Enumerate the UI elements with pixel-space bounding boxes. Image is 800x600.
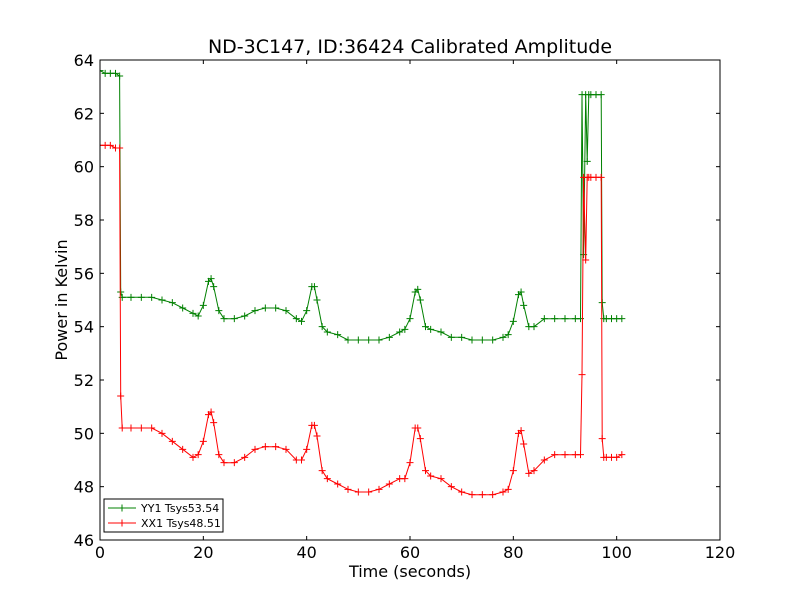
y-axis-label: Power in Kelvin [52,239,71,360]
x-tick-label: 0 [95,543,105,562]
x-tick-label: 60 [400,543,420,562]
x-tick-label: 40 [296,543,316,562]
y-tick-label: 56 [74,264,94,283]
x-tick-label: 100 [601,543,632,562]
y-tick-label: 48 [74,478,94,497]
x-tick-label: 20 [193,543,213,562]
chart-figure: ND-3C147, ID:36424 Calibrated Amplitude … [0,0,800,600]
x-tick-label: 80 [503,543,523,562]
legend-label: YY1 Tsys53.54 [140,502,219,515]
y-tick-label: 52 [74,371,94,390]
x-axis-label: Time (seconds) [348,562,471,581]
y-tick-label: 62 [74,104,94,123]
y-tick-label: 58 [74,211,94,230]
legend-label: XX1 Tsys48.51 [141,517,221,530]
y-tick-label: 46 [74,531,94,550]
y-tick-label: 64 [74,51,94,70]
y-tick-label: 54 [74,318,94,337]
line-chart: ND-3C147, ID:36424 Calibrated Amplitude … [0,0,800,600]
chart-title: ND-3C147, ID:36424 Calibrated Amplitude [208,36,612,58]
y-tick-label: 60 [74,158,94,177]
legend: YY1 Tsys53.54 XX1 Tsys48.51 [104,499,223,532]
x-tick-label: 120 [705,543,736,562]
y-tick-label: 50 [74,424,94,443]
